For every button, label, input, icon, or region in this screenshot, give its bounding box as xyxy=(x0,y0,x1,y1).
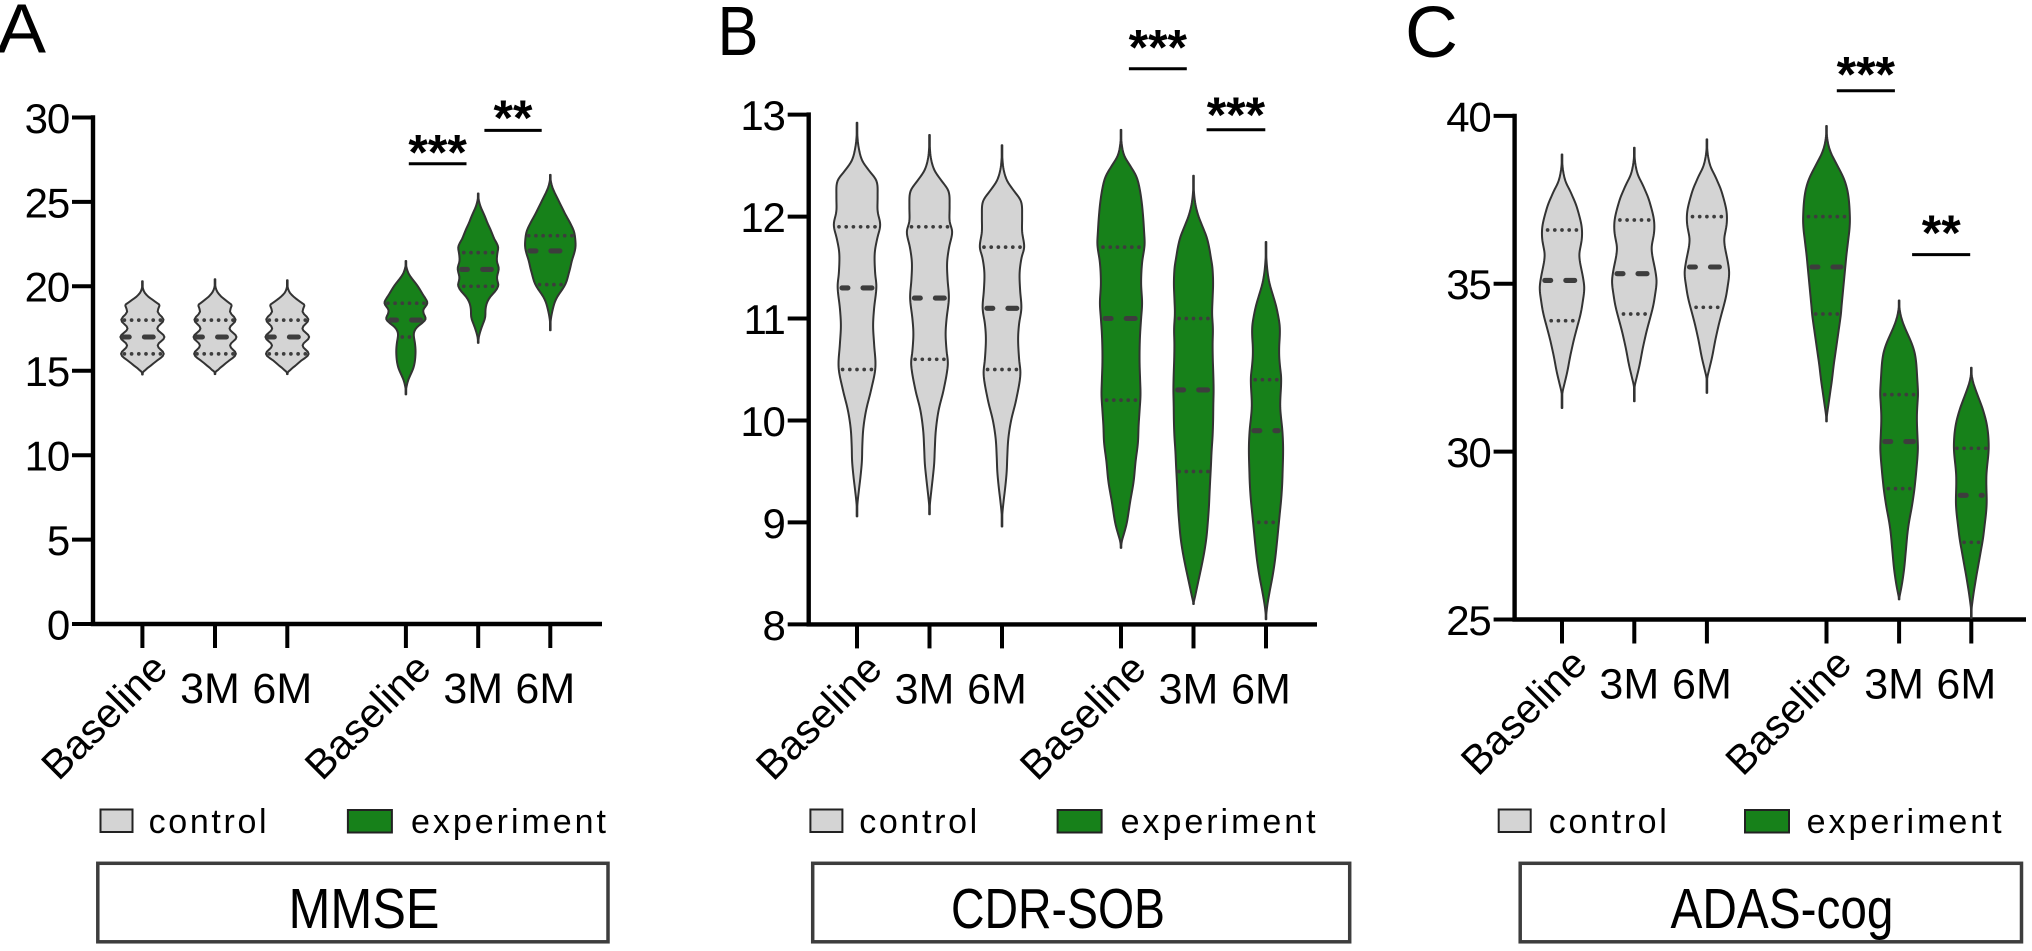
svg-text:CDR-SOB: CDR-SOB xyxy=(951,877,1165,941)
svg-text:3M: 3M xyxy=(180,665,240,713)
svg-text:experiment: experiment xyxy=(1121,803,1317,841)
svg-text:Baseline: Baseline xyxy=(1011,645,1155,789)
svg-text:A: A xyxy=(0,0,46,68)
svg-text:35: 35 xyxy=(1446,261,1490,308)
svg-text:Baseline: Baseline xyxy=(747,645,891,789)
svg-text:ADAS-cog: ADAS-cog xyxy=(1671,877,1894,941)
svg-text:3M: 3M xyxy=(895,665,955,713)
svg-text:8: 8 xyxy=(763,602,785,649)
svg-text:3M: 3M xyxy=(1599,661,1659,709)
svg-text:control: control xyxy=(859,803,977,841)
svg-text:6M: 6M xyxy=(252,665,312,713)
svg-text:Baseline: Baseline xyxy=(296,645,440,789)
svg-text:***: *** xyxy=(1129,20,1188,76)
svg-text:30: 30 xyxy=(1446,429,1490,476)
svg-text:***: *** xyxy=(1207,87,1266,143)
svg-text:6M: 6M xyxy=(1936,661,1996,709)
svg-text:experiment: experiment xyxy=(1807,803,2003,841)
svg-text:6M: 6M xyxy=(1231,665,1291,713)
svg-text:B: B xyxy=(718,0,759,70)
svg-text:**: ** xyxy=(494,90,533,146)
svg-text:Baseline: Baseline xyxy=(32,645,176,789)
svg-text:3M: 3M xyxy=(1159,665,1219,713)
svg-text:MMSE: MMSE xyxy=(289,877,440,941)
svg-text:10: 10 xyxy=(25,433,69,480)
svg-text:Baseline: Baseline xyxy=(1716,640,1860,784)
svg-text:25: 25 xyxy=(25,179,69,226)
svg-text:control: control xyxy=(1549,803,1667,841)
svg-text:6M: 6M xyxy=(1672,661,1732,709)
svg-text:experiment: experiment xyxy=(411,803,607,841)
svg-text:5: 5 xyxy=(47,517,69,564)
svg-text:15: 15 xyxy=(25,348,69,395)
svg-text:0: 0 xyxy=(47,601,69,648)
svg-text:6M: 6M xyxy=(515,665,575,713)
svg-text:11: 11 xyxy=(743,296,784,343)
svg-text:***: *** xyxy=(1837,47,1896,103)
svg-text:3M: 3M xyxy=(1864,661,1924,709)
svg-text:**: ** xyxy=(1922,205,1961,261)
svg-text:40: 40 xyxy=(1446,93,1490,140)
svg-text:***: *** xyxy=(408,125,467,181)
svg-text:30: 30 xyxy=(25,95,69,142)
svg-text:10: 10 xyxy=(740,398,784,445)
svg-text:12: 12 xyxy=(740,194,784,241)
svg-text:25: 25 xyxy=(1446,597,1490,644)
svg-text:control: control xyxy=(149,803,267,841)
svg-text:13: 13 xyxy=(740,92,784,139)
svg-text:3M: 3M xyxy=(443,665,503,713)
svg-text:6M: 6M xyxy=(967,665,1027,713)
svg-text:20: 20 xyxy=(25,264,69,311)
svg-text:Baseline: Baseline xyxy=(1452,640,1596,784)
svg-text:9: 9 xyxy=(763,500,785,547)
svg-text:C: C xyxy=(1405,0,1458,73)
